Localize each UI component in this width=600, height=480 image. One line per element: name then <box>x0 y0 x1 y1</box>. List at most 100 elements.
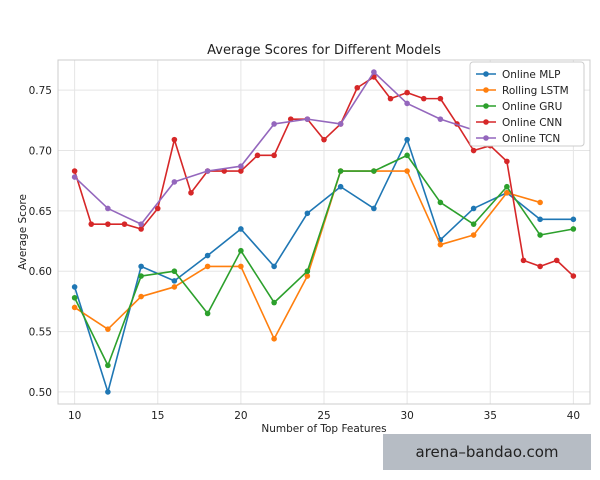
legend-label: Online GRU <box>502 101 562 113</box>
data-point <box>71 304 78 311</box>
data-point <box>254 152 261 159</box>
data-point <box>71 168 78 174</box>
data-point <box>138 221 144 227</box>
data-point <box>387 95 394 102</box>
data-point <box>138 263 144 270</box>
data-point <box>570 216 577 223</box>
data-point <box>404 100 410 107</box>
x-tick-label: 20 <box>234 410 247 422</box>
x-tick-label: 25 <box>317 410 330 422</box>
chart-title: Average Scores for Different Models <box>207 43 441 58</box>
data-point <box>537 232 543 238</box>
data-point <box>271 121 277 127</box>
data-point <box>105 326 111 332</box>
legend-marker <box>483 103 489 109</box>
data-point <box>520 257 527 264</box>
data-point <box>371 69 377 75</box>
data-point <box>204 168 211 174</box>
y-tick-label: 0.50 <box>29 387 52 399</box>
series-online-tcn <box>71 69 510 227</box>
data-point <box>304 116 311 122</box>
data-point <box>304 210 311 217</box>
legend-marker <box>483 135 489 141</box>
y-tick-label: 0.55 <box>29 327 52 339</box>
x-tick-label: 40 <box>567 410 580 422</box>
data-point <box>188 189 194 196</box>
data-point <box>238 168 244 174</box>
data-point <box>537 216 543 223</box>
data-point <box>204 310 211 317</box>
plot-frame <box>57 59 591 405</box>
data-point <box>121 221 128 227</box>
data-point <box>105 389 111 395</box>
y-tick-label: 0.65 <box>29 206 52 218</box>
legend-box <box>469 61 585 147</box>
legend-label: Online TCN <box>502 133 560 145</box>
data-point <box>88 221 95 227</box>
x-tick-label: 15 <box>151 410 164 422</box>
data-point <box>437 95 444 102</box>
data-point <box>404 152 410 159</box>
series-line <box>73 154 574 367</box>
data-point <box>337 121 344 127</box>
data-point <box>204 263 211 270</box>
data-point <box>105 221 111 227</box>
legend-marker <box>483 71 489 77</box>
data-point <box>537 199 543 206</box>
data-point <box>105 362 111 369</box>
data-point <box>71 284 78 290</box>
data-point <box>138 226 144 232</box>
data-point <box>437 199 444 206</box>
x-axis-label: Number of Top Features <box>261 423 386 435</box>
y-tick-label: 0.75 <box>29 85 52 97</box>
data-point <box>354 84 361 91</box>
data-point <box>138 273 144 279</box>
ticks: 10 15 20 25 30 35 40 0.50 0.55 0.60 0.65 0.70 0.75 <box>29 85 580 422</box>
data-point <box>470 221 477 227</box>
data-point <box>71 174 78 180</box>
series-online-gru <box>71 152 577 369</box>
data-point <box>154 205 161 212</box>
legend: Online MLP Rolling LSTM Online GRU Online C… <box>469 61 585 147</box>
data-point <box>437 241 444 248</box>
legend-marker <box>483 119 489 125</box>
data-point <box>304 273 311 279</box>
data-point <box>138 293 144 300</box>
data-point <box>504 183 510 190</box>
data-point <box>371 205 377 212</box>
x-tick-label: 30 <box>400 410 413 422</box>
data-point <box>171 284 178 290</box>
data-point <box>321 136 327 143</box>
data-point <box>470 147 477 154</box>
watermark: arena–bandao.com <box>383 434 591 470</box>
data-point <box>470 232 477 238</box>
data-point <box>221 168 228 174</box>
data-point <box>171 179 178 185</box>
y-tick-label: 0.70 <box>29 146 52 158</box>
data-point <box>337 168 344 174</box>
data-point <box>171 268 178 275</box>
data-point <box>437 116 444 122</box>
data-point <box>71 294 78 301</box>
data-point <box>371 168 377 174</box>
legend-marker <box>483 87 489 93</box>
data-point <box>570 226 577 232</box>
data-point <box>271 336 277 342</box>
legend-label: Rolling LSTM <box>502 85 569 97</box>
data-point <box>171 136 178 143</box>
data-point <box>504 189 510 196</box>
data-point <box>337 183 344 190</box>
data-point <box>404 136 410 143</box>
data-point <box>238 226 244 232</box>
x-tick-label: 35 <box>484 410 497 422</box>
data-point <box>271 299 277 306</box>
data-point <box>238 163 244 170</box>
data-point <box>238 247 244 254</box>
data-point <box>287 116 294 122</box>
data-point <box>404 89 410 96</box>
data-point <box>504 158 510 165</box>
data-point <box>304 268 311 275</box>
data-point <box>105 205 111 212</box>
data-point <box>537 263 543 270</box>
